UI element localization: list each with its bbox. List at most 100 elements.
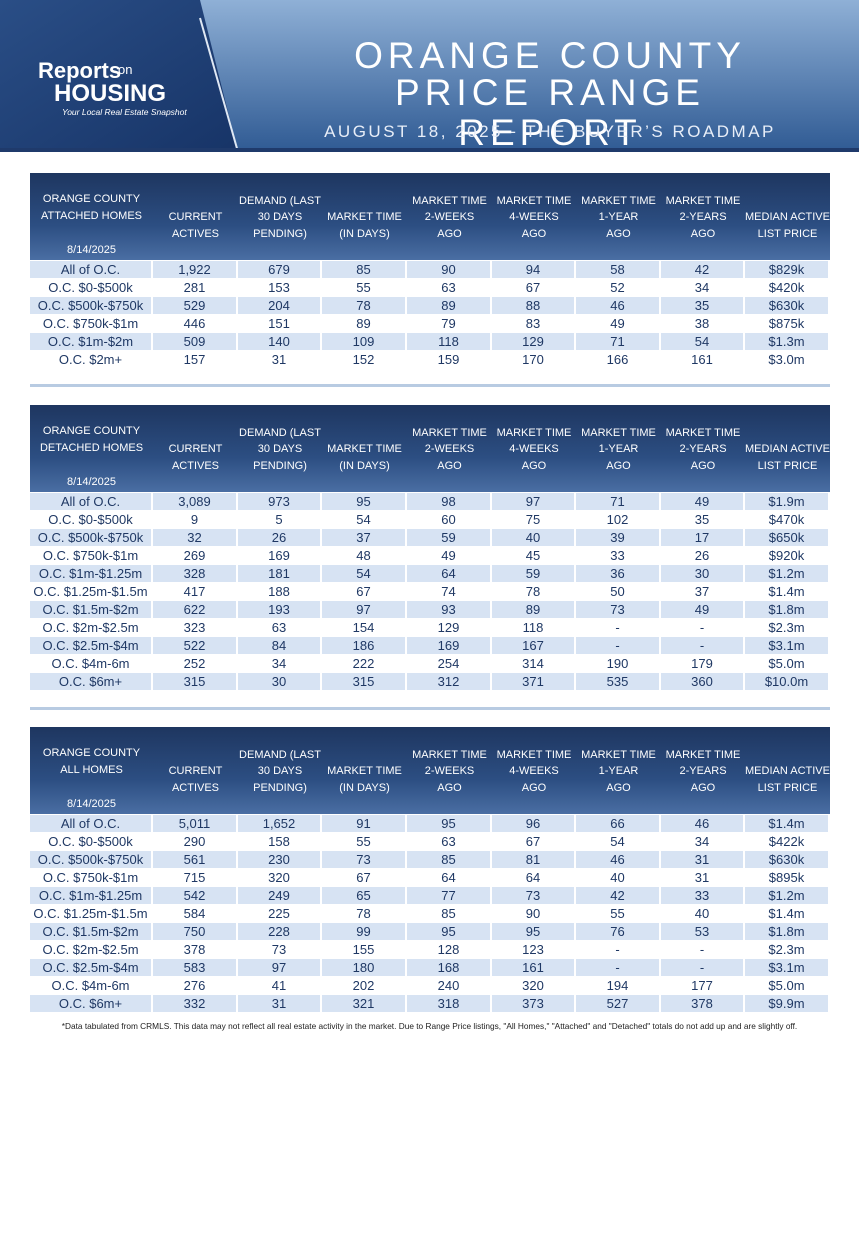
cell-value: 360 (661, 673, 743, 690)
cell-value: 78 (322, 905, 405, 922)
cell-value: 58 (576, 261, 659, 278)
logo-panel (0, 0, 238, 152)
separator (30, 707, 830, 710)
cell-value: 321 (322, 995, 405, 1012)
row-label: O.C. $2.5m-$4m (30, 637, 151, 654)
cell-value: $422k (745, 833, 828, 850)
cell-value: - (661, 619, 743, 636)
cell-value: 97 (238, 959, 320, 976)
cell-value: 66 (576, 815, 659, 832)
header-banner: Reports on HOUSING Your Local Real Estat… (0, 0, 859, 152)
column-header-line: MARKET TIME (412, 748, 487, 761)
column-header-line: MARKET TIME (496, 194, 572, 207)
cell-value: 230 (238, 851, 320, 868)
column-header-line: 1-YEAR (598, 211, 639, 223)
table-label: ORANGE COUNTY DETACHED HOMES (30, 423, 153, 457)
cell-value: 37 (322, 529, 405, 546)
cell-value: 73 (322, 851, 405, 868)
cell-value: 74 (407, 583, 490, 600)
cell-value: 181 (238, 565, 320, 582)
row-label: O.C. $1m-$1.25m (30, 565, 151, 582)
table-header-band (30, 405, 830, 492)
cell-value: 83 (492, 315, 574, 332)
cell-value: 129 (407, 619, 490, 636)
cell-value: 332 (153, 995, 236, 1012)
column-header: DEMAND (LAST 30 DAYS PENDING) (238, 173, 322, 260)
cell-value: 89 (322, 315, 405, 332)
cell-value: 228 (238, 923, 320, 940)
column-header-line: DEMAND (LAST (239, 194, 321, 207)
cell-value: 167 (492, 637, 574, 654)
cell-value: $1.2m (745, 887, 828, 904)
cell-value: $1.2m (745, 565, 828, 582)
cell-value: 168 (407, 959, 490, 976)
column-header-line: MARKET TIME (581, 194, 656, 207)
cell-value: $829k (745, 261, 828, 278)
label-line: ALL HOMES (60, 764, 123, 776)
cell-value: 109 (322, 333, 405, 350)
cell-value: 91 (322, 815, 405, 832)
column-header-line: DEMAND (LAST (239, 426, 321, 439)
column-header: MARKET TIME 4-WEEKS AGO (492, 727, 576, 814)
column-header: MARKET TIME 2-YEARS AGO (661, 173, 745, 260)
column-header-line: MARKET TIME (665, 748, 741, 761)
row-label: O.C. $2m-$2.5m (30, 619, 151, 636)
column-header-line: 2-YEARS (679, 211, 727, 223)
cell-value: 55 (576, 905, 659, 922)
cell-value: 328 (153, 565, 236, 582)
cell-value: $1.4m (745, 815, 828, 832)
cell-value: 52 (576, 279, 659, 296)
cell-value: 509 (153, 333, 236, 350)
cell-value: $3.1m (745, 959, 828, 976)
cell-value: 65 (322, 887, 405, 904)
row-label: O.C. $0-$500k (30, 511, 151, 528)
column-header-line: MARKET TIME (412, 194, 487, 207)
cell-value: 202 (322, 977, 405, 994)
column-header: CURRENT ACTIVES (153, 405, 238, 492)
cell-value: 95 (407, 815, 490, 832)
column-header-line: AGO (690, 459, 716, 472)
table-label: ORANGE COUNTY ALL HOMES (30, 745, 153, 779)
cell-value: 42 (576, 887, 659, 904)
column-header-line: MARKET TIME (327, 443, 402, 455)
column-header-line: AGO (437, 781, 462, 794)
cell-value: 34 (661, 279, 743, 296)
cell-value: 89 (492, 601, 574, 618)
cell-value: 5 (238, 511, 320, 528)
cell-value: 169 (407, 637, 490, 654)
cell-value: 527 (576, 995, 659, 1012)
column-header: MARKET TIME 1-YEAR AGO (576, 727, 661, 814)
cell-value: $1.4m (745, 905, 828, 922)
cell-value: 5,011 (153, 815, 236, 832)
cell-value: 151 (238, 315, 320, 332)
cell-value: $875k (745, 315, 828, 332)
cell-value: 75 (492, 511, 574, 528)
column-header-line: MARKET TIME (581, 426, 656, 439)
cell-value: 169 (238, 547, 320, 564)
cell-value: 76 (576, 923, 659, 940)
column-header-line: 30 DAYS (257, 211, 303, 223)
cell-value: 194 (576, 977, 659, 994)
cell-value: $630k (745, 297, 828, 314)
title-line: ORANGE COUNTY (354, 35, 746, 76)
column-header-line: MARKET TIME (496, 748, 572, 761)
cell-value: - (661, 941, 743, 958)
cell-value: 31 (661, 869, 743, 886)
column-header: CURRENT ACTIVES (153, 173, 238, 260)
cell-value: 99 (322, 923, 405, 940)
cell-value: $5.0m (745, 655, 828, 672)
row-label: O.C. $750k-$1m (30, 315, 151, 332)
cell-value: 46 (661, 815, 743, 832)
row-label: O.C. $1m-$2m (30, 333, 151, 350)
cell-value: 129 (492, 333, 574, 350)
cell-value: 34 (661, 833, 743, 850)
column-header-line: 4-WEEKS (509, 765, 559, 777)
cell-value: - (661, 637, 743, 654)
row-label: All of O.C. (30, 261, 151, 278)
cell-value: 85 (322, 261, 405, 278)
cell-value: 561 (153, 851, 236, 868)
row-label: O.C. $4m-6m (30, 977, 151, 994)
cell-value: 41 (238, 977, 320, 994)
column-header-line: LIST PRICE (757, 459, 818, 472)
